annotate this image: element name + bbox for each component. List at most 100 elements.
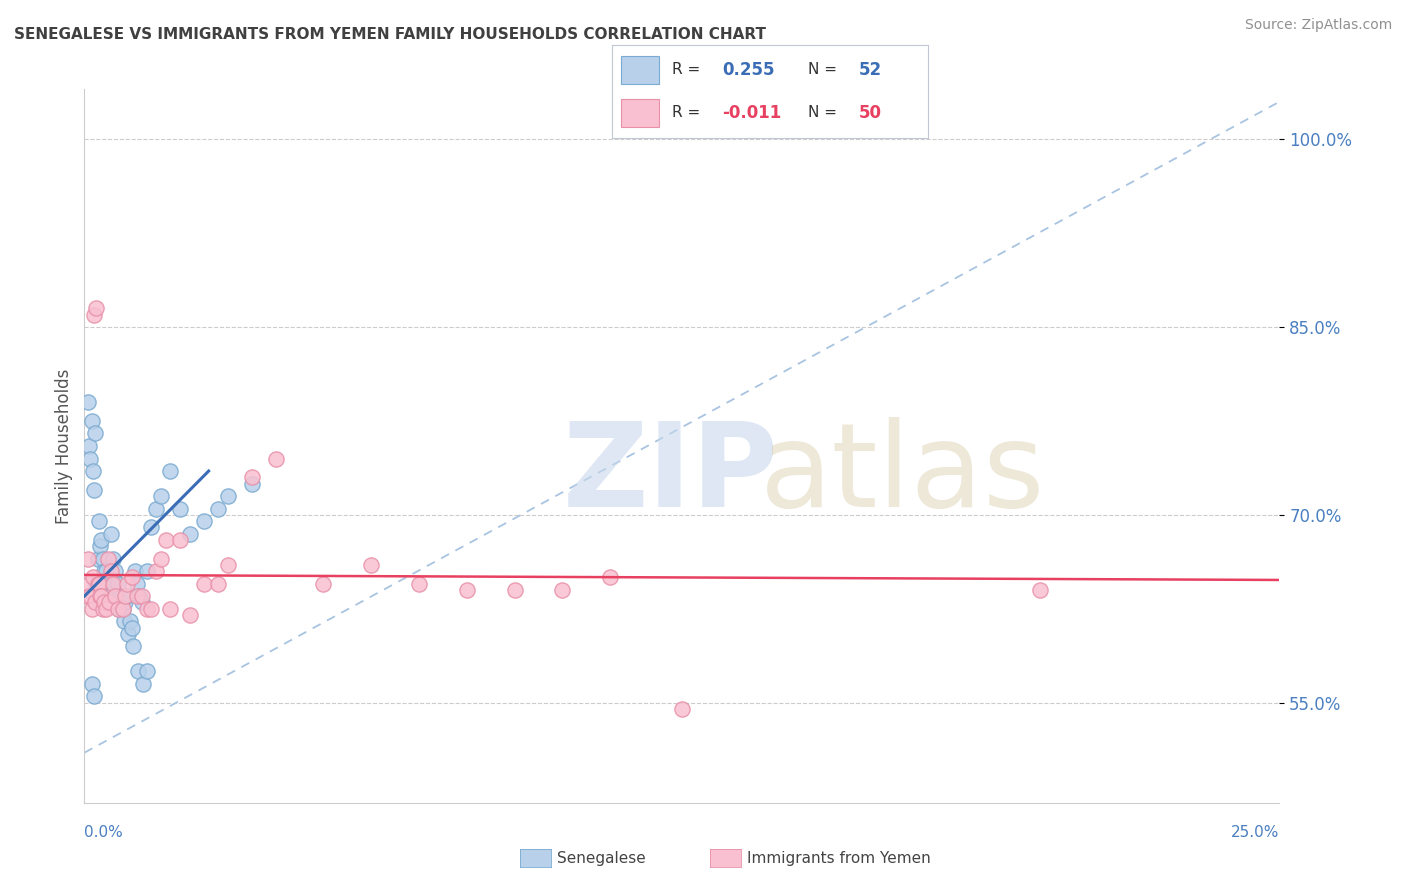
Point — [107, 576, 129, 591]
Point — [98, 595, 121, 609]
Point — [82, 570, 104, 584]
FancyBboxPatch shape — [621, 56, 659, 84]
Point — [599, 570, 621, 584]
Point — [408, 576, 430, 591]
Point — [107, 601, 129, 615]
Text: R =: R = — [672, 62, 704, 78]
Point — [122, 640, 145, 654]
Point — [114, 595, 136, 609]
Point — [125, 589, 148, 603]
Point — [94, 564, 117, 578]
Point — [97, 551, 120, 566]
Point — [89, 539, 111, 553]
Point — [114, 589, 136, 603]
Point — [93, 595, 115, 609]
Point — [193, 576, 215, 591]
Point — [141, 601, 163, 615]
Point — [135, 564, 157, 578]
Point — [503, 582, 526, 597]
Point — [111, 601, 134, 615]
Text: Senegalese: Senegalese — [557, 851, 645, 865]
Text: R =: R = — [672, 105, 704, 120]
Point — [193, 514, 215, 528]
Point — [217, 489, 239, 503]
Text: 0.0%: 0.0% — [84, 825, 124, 840]
Point — [1029, 582, 1052, 597]
Point — [179, 526, 201, 541]
Point — [145, 564, 167, 578]
Text: 50: 50 — [858, 104, 882, 122]
Point — [79, 451, 101, 466]
Point — [117, 627, 139, 641]
Point — [141, 520, 163, 534]
Point — [117, 576, 139, 591]
Text: SENEGALESE VS IMMIGRANTS FROM YEMEN FAMILY HOUSEHOLDS CORRELATION CHART: SENEGALESE VS IMMIGRANTS FROM YEMEN FAMI… — [14, 27, 766, 42]
Point — [121, 621, 143, 635]
Point — [83, 308, 105, 322]
Point — [145, 501, 167, 516]
Point — [131, 589, 153, 603]
Point — [100, 564, 122, 578]
Point — [103, 576, 125, 591]
Point — [207, 576, 229, 591]
Point — [101, 551, 124, 566]
Point — [131, 677, 153, 691]
Point — [207, 501, 229, 516]
Point — [84, 301, 107, 316]
Point — [93, 564, 115, 578]
Point — [83, 483, 105, 497]
Point — [179, 607, 201, 622]
Point — [93, 551, 115, 566]
Text: 0.255: 0.255 — [723, 61, 775, 78]
Point — [87, 576, 110, 591]
Point — [107, 601, 129, 615]
Point — [360, 558, 382, 572]
Point — [110, 589, 132, 603]
Point — [155, 533, 177, 547]
Point — [118, 614, 141, 628]
Point — [671, 702, 693, 716]
Point — [77, 439, 100, 453]
Point — [77, 395, 100, 409]
Text: 52: 52 — [858, 61, 882, 78]
Point — [87, 514, 110, 528]
Point — [136, 665, 159, 679]
Point — [90, 589, 112, 603]
Text: 25.0%: 25.0% — [1232, 825, 1279, 840]
Point — [101, 576, 124, 591]
Point — [127, 665, 149, 679]
Text: atlas: atlas — [759, 417, 1045, 532]
Point — [112, 614, 135, 628]
Point — [83, 426, 105, 441]
Point — [169, 533, 191, 547]
Text: Immigrants from Yemen: Immigrants from Yemen — [747, 851, 931, 865]
Point — [94, 601, 117, 615]
Point — [240, 470, 263, 484]
Point — [90, 533, 112, 547]
Point — [456, 582, 478, 597]
Point — [98, 589, 121, 603]
Point — [135, 601, 157, 615]
Point — [80, 601, 103, 615]
Point — [149, 551, 172, 566]
Point — [87, 551, 110, 566]
Point — [82, 464, 104, 478]
Point — [128, 589, 150, 603]
Point — [169, 501, 191, 516]
Point — [149, 489, 172, 503]
Point — [77, 576, 100, 591]
Point — [551, 582, 574, 597]
Point — [124, 564, 146, 578]
Point — [83, 595, 105, 609]
Point — [80, 677, 103, 691]
Point — [217, 558, 239, 572]
Point — [159, 601, 181, 615]
Text: Source: ZipAtlas.com: Source: ZipAtlas.com — [1244, 18, 1392, 32]
Point — [79, 589, 101, 603]
Point — [93, 601, 115, 615]
Y-axis label: Family Households: Family Households — [55, 368, 73, 524]
Point — [76, 589, 98, 603]
Point — [84, 576, 107, 591]
Point — [117, 589, 139, 603]
Point — [100, 526, 122, 541]
